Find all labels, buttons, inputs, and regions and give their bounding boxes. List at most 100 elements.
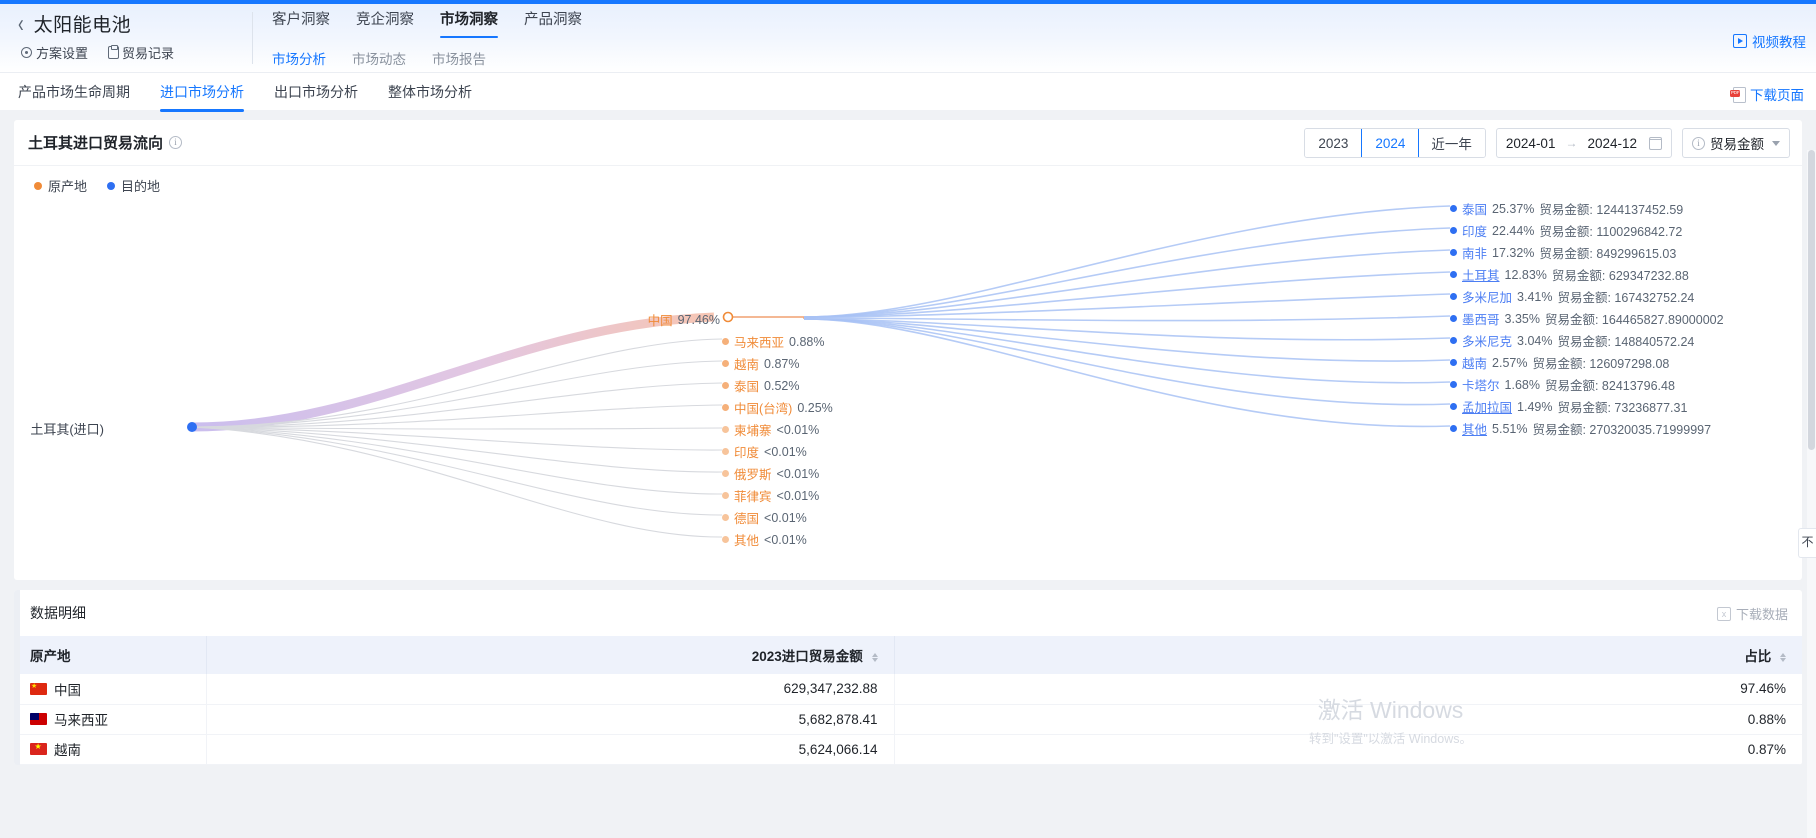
destination-share: 3.04% [1517,333,1553,348]
origin-label-vietnam[interactable]: 越南 0.87% [722,354,799,373]
destination-label-dominica[interactable]: 多米尼克 3.04% 贸易金额: 148840572.24 [1450,331,1694,350]
destination-name: 泰国 [1462,203,1488,217]
date-to-value[interactable]: 2024-12 [1587,135,1637,151]
destination-label-south-africa[interactable]: 南非 17.32% 贸易金额: 849299615.03 [1450,243,1676,262]
table-row[interactable]: 马来西亚 5,682,878.41 0.88% [14,704,1802,735]
sort-icon[interactable] [871,652,878,662]
metric-select[interactable]: i 贸易金额 [1682,128,1790,158]
origin-label-china[interactable]: 中国 97.46% [648,310,720,329]
destination-label-thailand[interactable]: 泰国 25.37% 贸易金额: 1244137452.59 [1450,199,1683,218]
tab-overall-market-analysis[interactable]: 整体市场分析 [388,72,472,112]
nav-customer-insight[interactable]: 客户洞察 [272,8,330,38]
origin-label-thailand[interactable]: 泰国 0.52% [722,376,799,395]
origin-share: 0.88% [789,334,825,349]
range-arrow-icon: → [1565,136,1578,150]
origin-share: 0.25% [797,400,833,415]
destination-label-turkey[interactable]: 土耳其 12.83% 贸易金额: 629347232.88 [1450,265,1689,284]
destination-label-india[interactable]: 印度 22.44% 贸易金额: 1100296842.72 [1450,221,1682,240]
column-header-amount[interactable]: 2023进口贸易金额 [206,636,895,674]
sankey-graph[interactable]: 土耳其(进口) 中国 97.46% 马来西亚 0.88% 越南 0.87% 泰国… [14,195,1802,580]
subnav-market-dynamics[interactable]: 市场动态 [352,48,406,76]
destination-node-dot [1450,425,1457,432]
destination-amount: 贸易金额: 629347232.88 [1551,269,1689,283]
info-icon: i [1692,136,1705,150]
origin-label-philippines[interactable]: 菲律宾 <0.01% [722,486,819,505]
card-left-edge [14,590,20,765]
year-button-2024[interactable]: 2024 [1361,129,1420,157]
tab-export-market-analysis[interactable]: 出口市场分析 [274,72,358,112]
destination-label-qatar[interactable]: 卡塔尔 1.68% 贸易金额: 82413796.48 [1450,375,1675,394]
metric-value: 贸易金额 [1710,137,1764,152]
origin-name: 越南 [734,358,760,372]
destination-amount: 贸易金额: 82413796.48 [1544,379,1675,393]
subnav-label: 市场动态 [352,52,406,67]
legend-item-origin[interactable]: 原产地 [34,176,87,195]
destination-name: 越南 [1462,357,1488,371]
destination-share: 22.44% [1492,223,1535,238]
sort-icon[interactable] [1780,652,1786,662]
download-page-button[interactable]: 下载页面 [1730,84,1804,104]
tab-product-lifecycle[interactable]: 产品市场生命周期 [18,72,130,112]
origin-label-other[interactable]: 其他 <0.01% [722,530,807,549]
nav-product-insight[interactable]: 产品洞察 [524,8,582,38]
legend-item-destination[interactable]: 目的地 [107,176,160,195]
nav-competitor-insight[interactable]: 竞企洞察 [356,8,414,38]
download-data-button[interactable]: 下载数据 [1716,604,1788,623]
date-from-value[interactable]: 2024-01 [1505,135,1556,151]
origin-label-malaysia[interactable]: 马来西亚 0.88% [722,332,824,351]
origin-name: 中国(台湾) [734,402,793,416]
chevron-left-icon[interactable]: ‹ [18,9,24,38]
destination-share: 25.37% [1492,201,1535,216]
year-button-last-year[interactable]: 近一年 [1418,129,1485,157]
detail-table-card: 数据明细 下载数据 原产地 2023进口贸易金额 占比 [14,590,1802,765]
video-tutorial-label: 视频教程 [1752,35,1806,50]
origin-label-germany[interactable]: 德国 <0.01% [722,508,807,527]
origin-label-india[interactable]: 印度 <0.01% [722,442,807,461]
tab-import-market-analysis[interactable]: 进口市场分析 [160,72,244,112]
calendar-icon[interactable] [1649,136,1662,150]
subnav-market-report[interactable]: 市场报告 [432,48,486,76]
table-row[interactable]: 越南 5,624,066.14 0.87% [14,734,1802,765]
destination-label-dominican-republic[interactable]: 多米尼加 3.41% 贸易金额: 167432752.24 [1450,287,1694,306]
trade-records-label: 贸易记录 [122,46,175,61]
year-label: 2023 [1318,135,1349,151]
trade-records-link[interactable]: 贸易记录 [108,43,174,62]
sort-desc-icon [871,657,878,662]
plan-settings-link[interactable]: 方案设置 [20,43,88,62]
origin-node-dot [722,382,729,389]
video-tutorial-button[interactable]: 视频教程 [1733,31,1806,51]
column-header-share[interactable]: 占比 [894,636,1802,674]
column-label: 占比 [1744,649,1772,664]
column-header-origin[interactable]: 原产地 [14,636,207,674]
subnav-label: 市场报告 [432,52,486,67]
destination-label-bangladesh[interactable]: 孟加拉国 1.49% 贸易金额: 73236877.31 [1450,397,1687,416]
info-icon[interactable]: i [169,136,183,149]
destination-label-other[interactable]: 其他 5.51% 贸易金额: 270320035.71999997 [1450,419,1711,438]
center-node-label: 土耳其(进口) [30,419,104,438]
table-body: 中国 629,347,232.88 97.46% 马来西亚 5,682,878.… [14,674,1802,765]
origin-node-dot [722,426,729,433]
sort-asc-icon [871,652,878,657]
top-accent-bar [0,0,1816,4]
year-label: 2024 [1375,135,1406,151]
origin-label-taiwan[interactable]: 中国(台湾) 0.25% [722,398,833,417]
origin-share: <0.01% [776,488,820,503]
origin-label-cambodia[interactable]: 柬埔寨 <0.01% [722,420,819,439]
destination-node-dot [1450,359,1457,366]
scrollbar-thumb[interactable] [1808,150,1815,450]
destination-name: 印度 [1462,225,1488,239]
floating-side-tab[interactable]: 不 [1798,528,1816,558]
detail-table: 原产地 2023进口贸易金额 占比 [14,636,1802,765]
date-range-picker[interactable]: 2024-01 → 2024-12 [1495,128,1672,158]
excel-icon [1716,606,1731,621]
destination-amount: 贸易金额: 73236877.31 [1557,401,1688,415]
primary-nav: 客户洞察 竞企洞察 市场洞察 产品洞察 [272,8,582,38]
origin-label-russia[interactable]: 俄罗斯 <0.01% [722,464,819,483]
destination-label-vietnam[interactable]: 越南 2.57% 贸易金额: 126097298.08 [1450,353,1669,372]
destination-label-mexico[interactable]: 墨西哥 3.35% 贸易金额: 164465827.89000002 [1450,309,1724,328]
table-row[interactable]: 中国 629,347,232.88 97.46% [14,674,1802,705]
page-scrollbar[interactable] [1807,150,1816,838]
year-button-2023[interactable]: 2023 [1305,129,1363,157]
nav-market-insight[interactable]: 市场洞察 [440,8,498,38]
header-left: ‹ 太阳能电池 方案设置 贸易记录 [18,10,174,62]
